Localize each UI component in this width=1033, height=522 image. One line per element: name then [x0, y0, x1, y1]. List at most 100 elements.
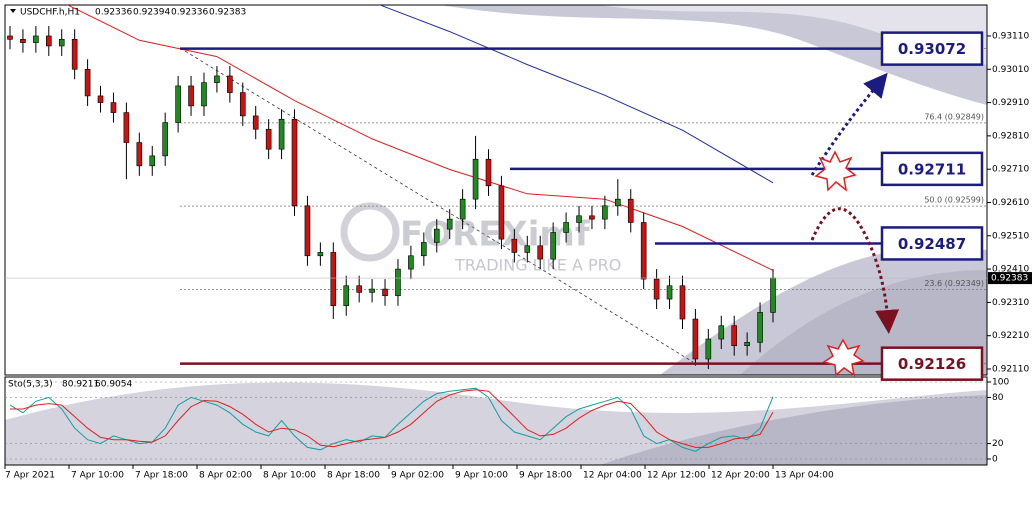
symbol: USDCHF.h,H1 [20, 8, 80, 18]
candle-body [408, 255, 414, 270]
candle-body [188, 85, 194, 107]
y-tick-label: 0.93010 [992, 65, 1029, 75]
x-tick-label: 9 Apr 18:00 [519, 471, 572, 481]
x-tick-label: 7 Apr 10:00 [71, 471, 124, 481]
candle-body [576, 215, 582, 223]
candle-body [382, 288, 388, 297]
watermark: FOREXimf [400, 215, 591, 255]
stoch-line [10, 389, 774, 448]
y-tick-label: 0.92210 [992, 331, 1029, 341]
candle-body [640, 222, 647, 280]
candle-body [97, 95, 104, 103]
x-tick-label: 8 Apr 10:00 [263, 471, 316, 481]
header-value: 0.92383 [209, 8, 246, 18]
candle-body [201, 82, 207, 107]
x-tick-label: 7 Apr 2021 [5, 471, 55, 481]
level-box [880, 151, 984, 187]
candle-body [71, 39, 78, 70]
y-tick-label: 0.93110 [992, 31, 1029, 41]
candle-body [214, 75, 220, 83]
candle-body [433, 228, 440, 243]
level-label: 0.92711 [898, 160, 966, 178]
moving-average [378, 5, 774, 184]
candle-body [369, 288, 375, 293]
x-tick-label: 12 Apr 12:00 [647, 471, 706, 481]
candle-body [537, 245, 544, 260]
candle-body [550, 232, 556, 260]
candle-body [757, 312, 763, 343]
level-box [880, 31, 984, 66]
stoch-tick-label: 80 [992, 393, 1004, 403]
x-tick-label: 13 Apr 04:00 [775, 471, 834, 481]
candle-body [563, 222, 569, 233]
candle-body [459, 198, 466, 220]
shade-band [440, 5, 987, 105]
candle-body [330, 252, 337, 307]
x-tick-label: 8 Apr 02:00 [199, 471, 252, 481]
header-value: 0.92336 [171, 8, 208, 18]
y-tick-label: 0.92310 [992, 298, 1029, 308]
candle-body [705, 338, 712, 360]
current-price-box [988, 272, 1032, 285]
level-label: 0.93072 [898, 40, 966, 58]
candle-body [58, 39, 65, 47]
y-tick-label: 0.92110 [992, 365, 1029, 375]
candle-body [343, 285, 350, 307]
stoch-line [9, 387, 774, 452]
y-tick-label: 0.92410 [992, 265, 1029, 275]
y-tick-label: 0.92810 [992, 131, 1029, 141]
candle-body [278, 118, 285, 150]
candle-body [291, 118, 298, 207]
y-tick-label: 0.92510 [992, 231, 1029, 241]
arrow-up [810, 72, 888, 176]
candle-body [485, 158, 492, 187]
candle-body [45, 35, 52, 47]
candle-body [770, 277, 776, 313]
candle-body [653, 278, 660, 300]
level-box [880, 346, 984, 381]
menu-arrow [10, 9, 16, 13]
y-tick-label: 0.92710 [992, 165, 1029, 175]
candle-body [666, 285, 673, 300]
candle-body [615, 198, 621, 207]
level-label: 0.92126 [898, 355, 966, 373]
x-tick-label: 7 Apr 18:00 [135, 471, 188, 481]
candle-body [304, 205, 311, 257]
level-box [880, 226, 984, 261]
candle-body [110, 102, 117, 113]
arrow-down [810, 207, 900, 334]
candle-body [472, 158, 479, 200]
candle-body [20, 39, 26, 43]
fib-label: 76.4 (0.92849) [924, 112, 984, 121]
candle-body [744, 342, 750, 346]
candle-body [239, 92, 246, 117]
x-tick-label: 12 Apr 20:00 [711, 471, 770, 481]
x-tick-label: 9 Apr 02:00 [391, 471, 444, 481]
candle-body [265, 128, 272, 150]
y-tick-label: 0.92610 [992, 198, 1029, 208]
header-value: 0.92336 [95, 8, 132, 18]
candle-body [679, 285, 686, 320]
level-label: 0.92487 [898, 235, 966, 253]
candle-body [123, 112, 130, 143]
candle-body [602, 205, 608, 220]
candle-body [589, 215, 595, 220]
candle-body [446, 218, 453, 230]
x-tick-label: 12 Apr 04:00 [583, 471, 642, 481]
candle-body [162, 122, 168, 157]
candle-body [136, 142, 143, 167]
stoch-frame [4, 376, 988, 466]
stoch-tick-label: 0 [992, 454, 998, 464]
stoch-value: 60.9054 [95, 380, 132, 390]
stoch-value: 80.9211 [62, 380, 99, 390]
candle-body [421, 242, 427, 257]
candle-body [395, 268, 401, 297]
candle-body [227, 75, 233, 93]
candle-body [627, 198, 634, 223]
candle-body [692, 318, 699, 360]
candle-body [356, 285, 362, 293]
trend-line [179, 47, 694, 363]
candle-body [252, 115, 259, 130]
